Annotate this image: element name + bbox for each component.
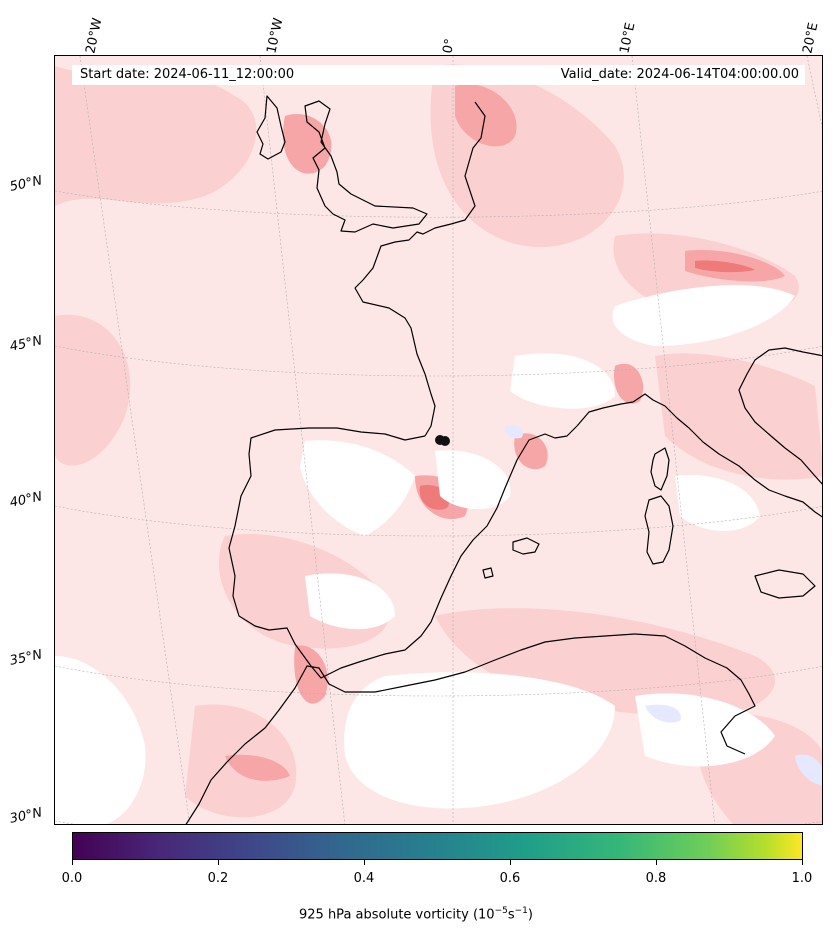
colorbar-tick-label: 0.2	[207, 871, 229, 886]
contour-patch	[225, 754, 290, 781]
colorbar-tick	[656, 860, 657, 865]
colorbar	[72, 832, 803, 860]
contour-patch	[645, 704, 681, 723]
coastline-corsica	[650, 447, 670, 491]
colorbar-label-exponent-2: −1	[514, 906, 528, 916]
grid-line	[259, 56, 346, 824]
valid-date-text: Valid_date: 2024-06-14T04:00:00.00	[560, 67, 799, 82]
coastlines	[185, 95, 822, 824]
lon-label-10e: 10°E	[617, 21, 639, 56]
lon-label-10w: 10°W	[264, 16, 287, 55]
grid-line	[631, 56, 716, 824]
contour-patch	[55, 656, 146, 824]
lon-label-20w: 20°W	[83, 16, 106, 55]
coastline-iberia	[228, 425, 578, 679]
coastline-france-south	[576, 393, 822, 518]
lat-label-45n: 45°N	[8, 333, 44, 355]
contour-patch	[435, 450, 511, 510]
coastline-sicily	[754, 569, 816, 599]
track-point	[440, 436, 450, 446]
colorbar-tick	[510, 860, 511, 865]
coastline-ireland	[256, 95, 286, 160]
colorbar-label-end: )	[527, 907, 533, 923]
grid-line	[79, 56, 191, 824]
contour-patch	[455, 84, 517, 147]
contour-patch	[504, 425, 524, 439]
lat-label-40n: 40°N	[8, 489, 44, 511]
contour-patch	[55, 314, 131, 466]
vorticity-field	[55, 56, 822, 824]
contour-patch	[655, 353, 822, 480]
colorbar-tick-label: 0.6	[499, 871, 521, 886]
contour-patch	[300, 440, 415, 536]
contour-patch	[695, 260, 755, 273]
colorbar-label-main: 925 hPa absolute vorticity (10	[299, 907, 495, 923]
coastline-ibiza	[482, 567, 494, 579]
lat-label-35n: 35°N	[8, 647, 44, 669]
colorbar-tick-label: 0.4	[353, 871, 375, 886]
contour-patch	[344, 672, 615, 809]
contour-patch	[514, 433, 548, 470]
start-date-label: Start date: 2024-06-11_12:00:00	[72, 65, 532, 85]
colorbar-tick-label: 0.8	[645, 871, 667, 886]
colorbar-label-mid: s	[507, 907, 515, 923]
colorbar-tick-label: 0.0	[61, 871, 83, 886]
contour-patch	[294, 645, 328, 704]
contour-patch	[55, 66, 257, 206]
contour-patch	[283, 114, 332, 174]
colorbar-tick	[802, 860, 803, 865]
contour-patch	[305, 573, 395, 630]
colorbar-tick	[72, 860, 73, 865]
map-panel: Start date: 2024-06-11_12:00:00 Valid_da…	[54, 55, 823, 825]
contour-patch	[675, 475, 760, 531]
coastline-france-north	[354, 101, 486, 437]
grid-line	[806, 56, 822, 129]
grid-line	[55, 665, 822, 697]
storm-center-marker	[435, 435, 450, 446]
contour-patch	[435, 608, 775, 716]
graticule	[55, 56, 822, 824]
contour-patch	[795, 754, 822, 786]
colorbar-label-exponent-1: −5	[494, 906, 508, 916]
start-date-text: Start date: 2024-06-11_12:00:00	[80, 67, 295, 82]
grid-line	[55, 505, 822, 537]
lat-label-30n: 30°N	[8, 805, 44, 827]
contour-patch	[614, 363, 644, 404]
colorbar-tick	[218, 860, 219, 865]
coastline-italy-south	[738, 347, 822, 485]
colorbar-label: 925 hPa absolute vorticity (10−5s−1)	[0, 906, 832, 922]
contour-patch	[510, 353, 615, 409]
coastline-great-britain	[304, 100, 428, 233]
coastline-sardinia	[644, 495, 674, 565]
coastline-mallorca	[512, 537, 540, 555]
grid-line	[55, 190, 822, 218]
coastline-north-africa	[185, 633, 756, 824]
valid-date-label: Valid_date: 2024-06-14T04:00:00.00	[525, 65, 805, 85]
lon-label-0: 0°	[440, 37, 459, 55]
lon-label-20e: 20°E	[800, 21, 822, 56]
lat-label-50n: 50°N	[8, 173, 44, 195]
colorbar-tick-label: 1.0	[791, 871, 813, 886]
colorbar-tick	[364, 860, 365, 865]
grid-line	[55, 345, 822, 377]
